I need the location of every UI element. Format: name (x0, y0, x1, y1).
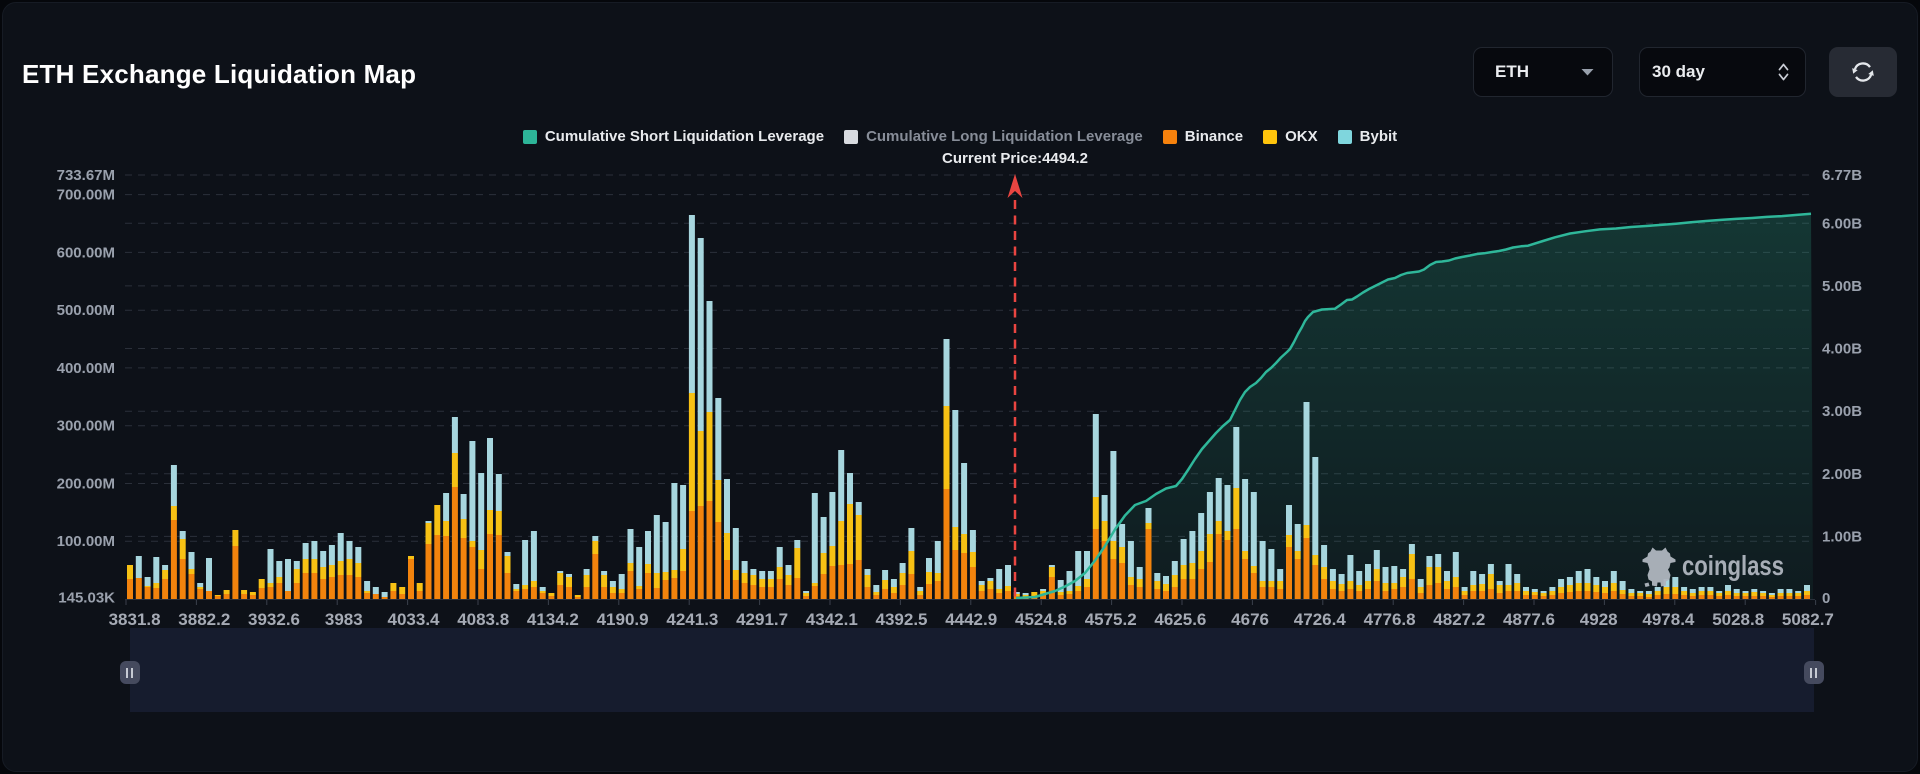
svg-text:700.00M: 700.00M (57, 187, 115, 204)
svg-text:4877.6: 4877.6 (1503, 610, 1555, 629)
svg-text:4676: 4676 (1231, 610, 1269, 629)
svg-text:3882.2: 3882.2 (178, 610, 230, 629)
svg-text:0: 0 (1822, 590, 1830, 607)
svg-text:145.03K: 145.03K (58, 590, 115, 607)
svg-text:4827.2: 4827.2 (1433, 610, 1485, 629)
svg-text:4342.1: 4342.1 (806, 610, 858, 629)
svg-text:4442.9: 4442.9 (945, 610, 997, 629)
svg-text:3932.6: 3932.6 (248, 610, 300, 629)
svg-text:733.67M: 733.67M (57, 167, 115, 184)
svg-text:4625.6: 4625.6 (1154, 610, 1206, 629)
svg-text:4190.9: 4190.9 (597, 610, 649, 629)
svg-text:4575.2: 4575.2 (1085, 610, 1137, 629)
svg-text:4978.4: 4978.4 (1642, 610, 1695, 629)
svg-text:4083.8: 4083.8 (457, 610, 509, 629)
svg-text:500.00M: 500.00M (57, 302, 115, 319)
svg-text:4.00B: 4.00B (1822, 341, 1862, 358)
svg-text:3.00B: 3.00B (1822, 403, 1862, 420)
svg-text:4928: 4928 (1580, 610, 1618, 629)
svg-text:300.00M: 300.00M (57, 418, 115, 435)
svg-text:5028.8: 5028.8 (1712, 610, 1764, 629)
svg-text:5.00B: 5.00B (1822, 278, 1862, 295)
svg-text:400.00M: 400.00M (57, 360, 115, 377)
svg-text:6.77B: 6.77B (1822, 167, 1862, 184)
svg-text:4033.4: 4033.4 (388, 610, 441, 629)
svg-text:200.00M: 200.00M (57, 476, 115, 493)
svg-text:1.00B: 1.00B (1822, 528, 1862, 545)
svg-text:coinglass: coinglass (1682, 550, 1784, 581)
svg-text:4241.3: 4241.3 (666, 610, 718, 629)
svg-text:4134.2: 4134.2 (527, 610, 579, 629)
svg-text:4776.8: 4776.8 (1364, 610, 1416, 629)
svg-text:100.00M: 100.00M (57, 533, 115, 550)
svg-text:4726.4: 4726.4 (1294, 610, 1347, 629)
svg-text:4291.7: 4291.7 (736, 610, 788, 629)
svg-text:6.00B: 6.00B (1822, 215, 1862, 232)
svg-text:3831.8: 3831.8 (109, 610, 161, 629)
svg-text:4524.8: 4524.8 (1015, 610, 1067, 629)
svg-text:4392.5: 4392.5 (876, 610, 928, 629)
svg-text:2.00B: 2.00B (1822, 466, 1862, 483)
svg-text:3983: 3983 (325, 610, 363, 629)
svg-text:5082.7: 5082.7 (1782, 610, 1834, 629)
svg-text:600.00M: 600.00M (57, 244, 115, 261)
